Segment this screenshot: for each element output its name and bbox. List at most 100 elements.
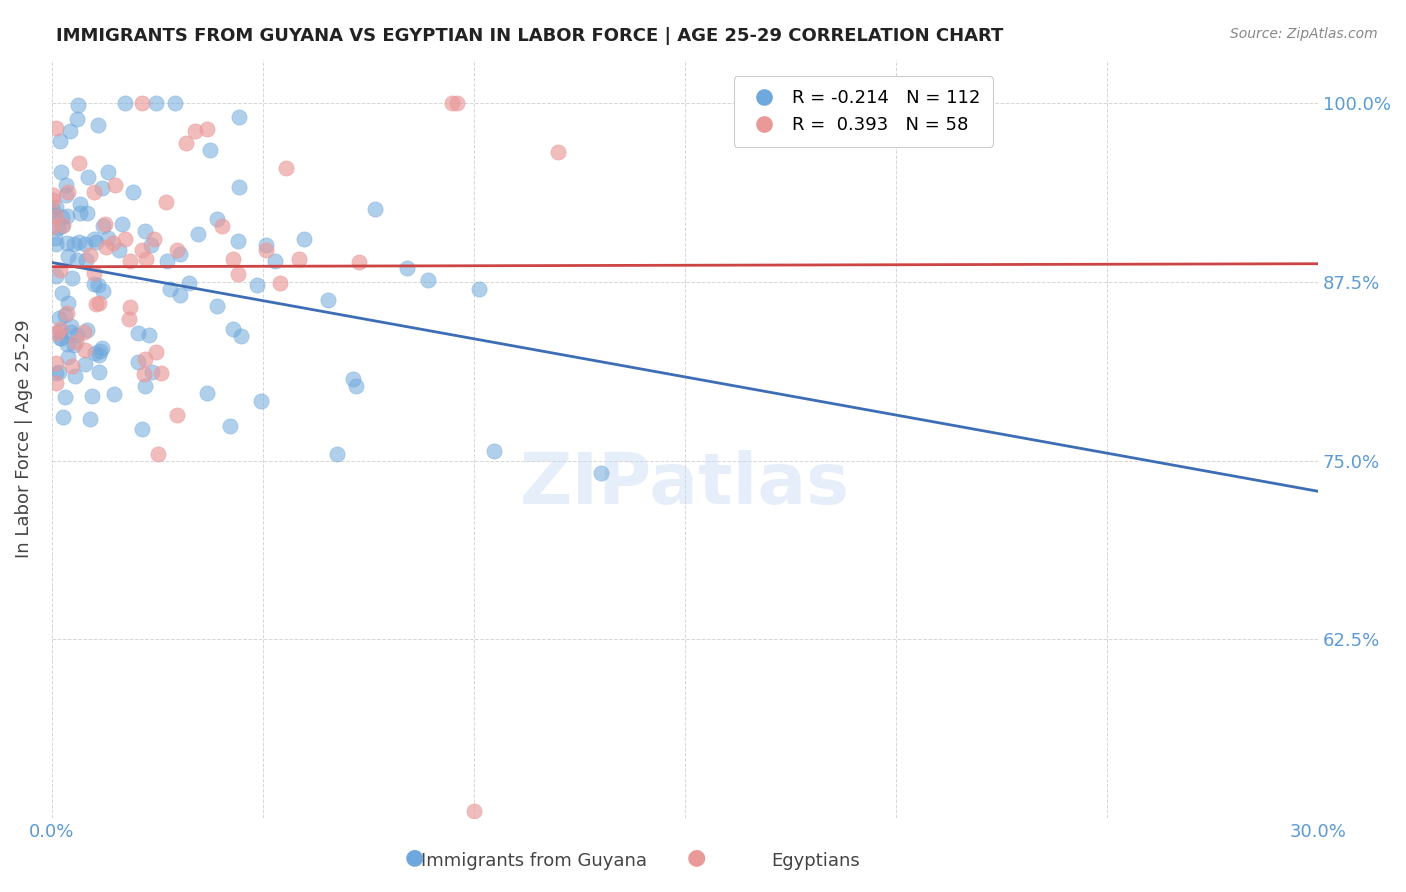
Point <box>73 325 96 339</box>
Text: ●: ● <box>405 847 425 867</box>
Point <box>41 203 63 218</box>
Point <box>274 161 297 175</box>
Point <box>53 390 76 404</box>
Point <box>84 235 107 249</box>
Point <box>56 209 79 223</box>
Point <box>59 326 82 340</box>
Point <box>463 805 485 819</box>
Point <box>138 327 160 342</box>
Point <box>269 276 291 290</box>
Point <box>131 243 153 257</box>
Point <box>103 386 125 401</box>
Point <box>87 348 110 362</box>
Point <box>69 156 91 170</box>
Point <box>63 236 86 251</box>
Point <box>96 240 118 254</box>
Point <box>187 227 209 241</box>
Point <box>69 196 91 211</box>
Point <box>49 322 72 336</box>
Point <box>49 134 72 148</box>
Point <box>547 145 569 159</box>
Point <box>66 327 89 342</box>
Point <box>363 202 385 217</box>
Point <box>80 389 103 403</box>
Point <box>111 217 134 231</box>
Point <box>48 311 70 326</box>
Point <box>169 288 191 302</box>
Point <box>89 343 111 358</box>
Point <box>195 385 218 400</box>
Point <box>156 254 179 268</box>
Point <box>76 206 98 220</box>
Point <box>169 246 191 260</box>
Point <box>446 95 468 110</box>
Point <box>254 238 277 252</box>
Point <box>148 447 170 461</box>
Point <box>134 368 156 382</box>
Point <box>45 209 67 223</box>
Point <box>93 219 115 233</box>
Point <box>51 219 73 234</box>
Point <box>56 236 79 251</box>
Point <box>52 218 75 232</box>
Point <box>51 331 73 345</box>
Point <box>326 447 349 461</box>
Point <box>198 143 221 157</box>
Point <box>49 165 72 179</box>
Point <box>342 372 364 386</box>
Point <box>46 326 69 340</box>
Point <box>65 334 87 349</box>
Point <box>42 188 65 202</box>
Point <box>87 118 110 132</box>
Point <box>75 357 97 371</box>
Point <box>131 422 153 436</box>
Text: ZIPatlas: ZIPatlas <box>520 450 851 519</box>
Point <box>165 95 187 110</box>
Point <box>83 232 105 246</box>
Point <box>87 296 110 310</box>
Point <box>44 231 66 245</box>
Point <box>84 296 107 310</box>
Point <box>75 253 97 268</box>
Point <box>467 282 489 296</box>
Point <box>121 185 143 199</box>
Point <box>589 467 612 481</box>
Text: Immigrants from Guyana: Immigrants from Guyana <box>422 852 647 870</box>
Point <box>87 365 110 379</box>
Point <box>60 271 83 285</box>
Point <box>440 95 463 110</box>
Point <box>49 331 72 345</box>
Point <box>205 211 228 226</box>
Point <box>229 329 252 343</box>
Point <box>41 194 63 208</box>
Point <box>179 277 201 291</box>
Point <box>55 306 77 320</box>
Point <box>66 112 89 127</box>
Point <box>145 345 167 359</box>
Point <box>316 293 339 307</box>
Point <box>134 224 156 238</box>
Point <box>222 321 245 335</box>
Point <box>49 262 72 277</box>
Point <box>174 136 197 150</box>
Point <box>76 323 98 337</box>
Point <box>107 243 129 257</box>
Point <box>135 252 157 266</box>
Point <box>55 178 77 193</box>
Point <box>395 260 418 275</box>
Point <box>56 336 79 351</box>
Point <box>56 249 79 263</box>
Y-axis label: In Labor Force | Age 25-29: In Labor Force | Age 25-29 <box>15 319 32 558</box>
Point <box>142 232 165 246</box>
Point <box>49 324 72 338</box>
Point <box>150 366 173 380</box>
Point <box>83 185 105 199</box>
Point <box>58 296 80 310</box>
Point <box>139 238 162 252</box>
Point <box>52 410 75 425</box>
Point <box>166 243 188 257</box>
Point <box>83 277 105 291</box>
Point <box>228 110 250 124</box>
Point <box>134 378 156 392</box>
Point <box>91 285 114 299</box>
